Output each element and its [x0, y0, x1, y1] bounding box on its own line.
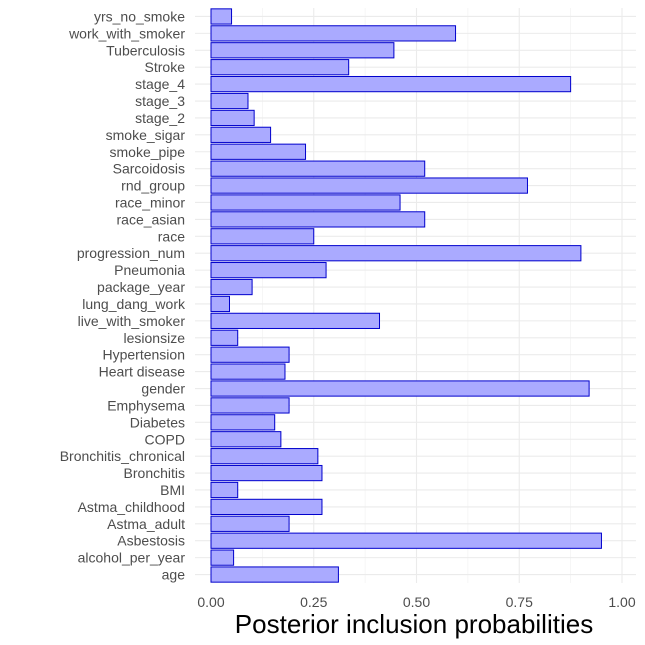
bar-astma-childhood [210, 498, 323, 516]
y-tick-label-smoke-pipe: smoke_pipe [110, 144, 186, 160]
bar-copd [210, 431, 282, 448]
y-tick-label-bronchitis-chronical: Bronchitis_chronical [60, 448, 185, 464]
bar-bronchitis [210, 464, 323, 482]
x-tick-label: 1.00 [608, 594, 635, 610]
bar-rnd-group [210, 177, 528, 194]
bar-package-year [210, 278, 253, 296]
grid [195, 8, 636, 583]
y-tick-label-tuberculosis: Tuberculosis [106, 42, 185, 58]
x-tick-label: 0.75 [506, 594, 533, 610]
bar-age [210, 566, 339, 583]
y-tick-label-copd: COPD [145, 431, 185, 447]
bar-stage-2 [210, 109, 255, 127]
bar-smoke-sigar [210, 126, 272, 143]
y-tick-label-diabetes: Diabetes [130, 414, 185, 430]
bar-lung-dang-work [210, 295, 230, 313]
bar-sarcoidosis [210, 160, 426, 177]
bar-race-minor [210, 194, 401, 211]
y-tick-label-sarcoidosis: Sarcoidosis [113, 161, 185, 177]
y-tick-label-bronchitis: Bronchitis [124, 465, 185, 481]
y-tick-label-bmi: BMI [160, 482, 185, 498]
x-tick-label: 0.50 [403, 594, 430, 610]
y-tick-label-stage-2: stage_2 [135, 110, 185, 126]
bar-heart-disease [210, 363, 286, 380]
y-tick-label-rnd-group: rnd_group [121, 178, 185, 194]
x-tick-label: 0.25 [300, 594, 327, 610]
y-tick-label-gender: gender [141, 381, 185, 397]
y-tick-label-astma-childhood: Astma_childhood [78, 499, 185, 515]
y-tick-label-smoke-sigar: smoke_sigar [106, 127, 186, 143]
y-tick-label-hypertension: Hypertension [103, 347, 186, 363]
bar-bronchitis-chronical [210, 448, 319, 465]
bar-emphysema [210, 397, 290, 414]
y-tick-label-alcohol-per-year: alcohol_per_year [78, 550, 186, 566]
bar-stage-4 [210, 75, 572, 93]
y-tick-label-heart-disease: Heart disease [99, 364, 186, 380]
bar-live-with-smoker [210, 312, 381, 329]
x-axis-title: Posterior inclusion probabilities [235, 609, 593, 639]
bar-diabetes [210, 414, 276, 431]
y-tick-label-lesionsize: lesionsize [124, 330, 186, 346]
y-tick-label-emphysema: Emphysema [107, 397, 185, 413]
y-tick-labels: agealcohol_per_yearAsbestosisAstma_adult… [60, 8, 186, 582]
y-tick-label-live-with-smoker: live_with_smoker [78, 313, 186, 329]
y-tick-label-lung-dang-work: lung_dang_work [82, 296, 186, 312]
y-tick-label-stage-4: stage_4 [135, 76, 185, 92]
y-tick-label-asbestosis: Asbestosis [117, 533, 185, 549]
bar-alcohol-per-year [210, 549, 235, 566]
x-tick-label: 0.00 [197, 594, 224, 610]
y-tick-label-package-year: package_year [97, 279, 185, 295]
y-tick-label-progression-num: progression_num [77, 245, 185, 261]
y-tick-label-age: age [162, 567, 186, 583]
bar-astma-adult [210, 515, 290, 532]
bar-gender [210, 380, 590, 397]
bar-bmi [210, 481, 239, 499]
bar-asbestosis [210, 532, 602, 549]
y-tick-label-work-with-smoker: work_with_smoker [68, 25, 185, 41]
bar-hypertension [210, 346, 290, 363]
y-tick-label-stage-3: stage_3 [135, 93, 185, 109]
bar-race-asian [210, 211, 426, 228]
bar-progression-num [210, 245, 582, 262]
bar-race [210, 228, 315, 245]
y-tick-label-pneumonia: Pneumonia [114, 262, 185, 278]
y-tick-label-yrs-no-smoke: yrs_no_smoke [94, 8, 185, 24]
y-tick-label-race: race [158, 228, 185, 244]
y-tick-label-astma-adult: Astma_adult [107, 516, 185, 532]
bar-pneumonia [210, 262, 327, 279]
bar-stage-3 [210, 92, 249, 110]
bar-lesionsize [210, 329, 239, 346]
bars [210, 8, 602, 583]
x-tick-labels: 0.00 0.25 0.50 0.75 1.00 [197, 594, 635, 610]
y-tick-label-stroke: Stroke [145, 59, 186, 75]
bar-stroke [210, 59, 350, 76]
y-tick-label-race-asian: race_asian [117, 211, 186, 227]
bar-work-with-smoker [210, 25, 457, 42]
y-tick-label-race-minor: race_minor [115, 194, 185, 210]
bar-smoke-pipe [210, 143, 307, 160]
bar-yrs-no-smoke [210, 8, 233, 25]
bar-tuberculosis [210, 42, 395, 59]
